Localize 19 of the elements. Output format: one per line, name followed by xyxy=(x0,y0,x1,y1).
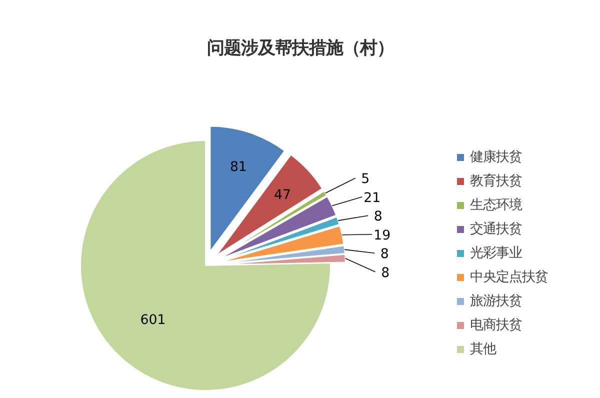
data-label: 601 xyxy=(140,313,166,328)
data-label: 81 xyxy=(230,160,247,175)
data-label: 8 xyxy=(381,266,390,281)
chart-title: 问题涉及帮扶措施（村） xyxy=(207,38,394,58)
data-label: 8 xyxy=(374,210,382,225)
legend-label: 旅游扶贫 xyxy=(470,293,522,310)
data-label: 21 xyxy=(364,190,381,206)
legend-label: 电商扶贫 xyxy=(470,316,522,334)
data-label: 5 xyxy=(361,172,370,188)
legend-label: 交通扶贫 xyxy=(470,220,522,238)
data-label: 19 xyxy=(374,228,391,244)
legend-label: 健康扶贫 xyxy=(470,148,522,166)
data-label: 47 xyxy=(274,188,291,204)
legend-label: 中央定点扶贫 xyxy=(470,268,548,286)
data-label: 8 xyxy=(380,247,389,262)
legend-label: 生态环境 xyxy=(470,196,522,214)
legend-label: 光彩事业 xyxy=(470,244,522,262)
legend-label: 教育扶贫 xyxy=(470,172,522,190)
legend-label: 其他 xyxy=(470,341,496,358)
